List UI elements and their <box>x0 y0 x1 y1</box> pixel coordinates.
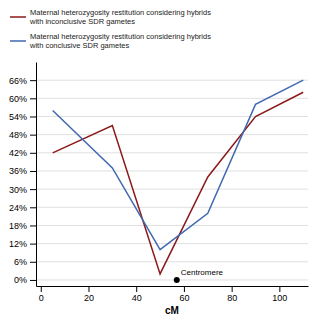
y-tick-mark <box>30 244 36 245</box>
y-tick: 0% <box>14 275 36 285</box>
grid-line <box>36 189 308 190</box>
grid-line <box>36 225 308 226</box>
x-tick-label: 100 <box>272 293 287 303</box>
y-tick: 18% <box>9 221 36 231</box>
x-tick: 0 <box>39 286 44 303</box>
legend-label: Maternal heterozygosity restitution cons… <box>29 32 211 50</box>
y-tick-label: 12% <box>9 239 27 249</box>
y-tick-mark <box>30 189 36 190</box>
y-tick-mark <box>30 153 36 154</box>
y-tick: 24% <box>9 203 36 213</box>
y-tick-label: 54% <box>9 112 27 122</box>
y-tick: 60% <box>9 94 36 104</box>
y-tick-label: 6% <box>14 257 27 267</box>
y-tick-label: 24% <box>9 203 27 213</box>
grid-line <box>36 170 308 171</box>
y-tick: 42% <box>9 148 36 158</box>
legend-label-line: Maternal heterozygosity restitution cons… <box>30 32 211 41</box>
x-tick-label: 60 <box>179 293 189 303</box>
y-tick: 30% <box>9 185 36 195</box>
y-tick-mark <box>30 225 36 226</box>
y-tick: 54% <box>9 112 36 122</box>
x-tick-mark <box>184 286 185 292</box>
x-tick: 40 <box>132 286 142 303</box>
x-tick: 60 <box>179 286 189 303</box>
x-tick-label: 0 <box>39 293 44 303</box>
x-tick: 80 <box>227 286 237 303</box>
legend-swatch <box>10 16 26 18</box>
y-tick-mark <box>30 116 36 117</box>
series-line <box>53 80 304 250</box>
x-tick-mark <box>88 286 89 292</box>
y-axis-line <box>36 63 37 287</box>
series-line <box>53 92 304 274</box>
y-tick-mark <box>30 262 36 263</box>
x-tick-mark <box>232 286 233 292</box>
grid-line <box>36 152 308 153</box>
y-tick: 48% <box>9 130 36 140</box>
y-tick-label: 30% <box>9 185 27 195</box>
grid <box>36 80 308 280</box>
x-tick-label: 80 <box>227 293 237 303</box>
legend-label-line: Maternal heterozygosity restitution cons… <box>30 8 211 17</box>
legend: Maternal heterozygosity restitution cons… <box>10 8 211 50</box>
y-tick-label: 42% <box>9 148 27 158</box>
y-tick-label: 66% <box>9 76 27 86</box>
x-axis: 0 20 40 60 80 100 <box>37 286 309 303</box>
y-tick: 12% <box>9 239 36 249</box>
marks <box>53 80 304 283</box>
x-tick-mark <box>41 286 42 292</box>
annotation-point <box>174 277 180 283</box>
y-tick-mark <box>30 280 36 281</box>
legend-label-line: with inconclusive SDR gametes <box>29 17 135 26</box>
y-tick-label: 60% <box>9 94 27 104</box>
grid-line <box>36 261 308 262</box>
y-tick-label: 0% <box>14 275 27 285</box>
x-axis-line <box>37 286 309 287</box>
x-tick-label: 20 <box>84 293 94 303</box>
y-axis: 0% 6% 12% 18% 24% 30% 36% 42% 48% 54% 60% 66% <box>9 63 37 287</box>
y-tick-label: 18% <box>9 221 27 231</box>
y-tick-label: 36% <box>9 166 27 176</box>
annotations: Centromere <box>181 268 224 277</box>
y-tick-mark <box>30 98 36 99</box>
legend-swatch <box>10 40 26 42</box>
y-tick: 6% <box>14 257 36 267</box>
grid-line <box>36 116 308 117</box>
y-tick-mark <box>30 171 36 172</box>
grid-line <box>36 207 308 208</box>
x-tick: 100 <box>272 286 287 303</box>
y-tick-label: 48% <box>9 130 27 140</box>
annotation-label: Centromere <box>181 268 224 277</box>
x-axis-title: cM <box>165 305 179 316</box>
grid-line <box>36 243 308 244</box>
x-tick-mark <box>136 286 137 292</box>
grid-line <box>36 80 308 81</box>
x-tick-mark <box>279 286 280 292</box>
y-tick-mark <box>30 207 36 208</box>
y-tick-mark <box>30 80 36 81</box>
x-tick: 20 <box>84 286 94 303</box>
y-tick-mark <box>30 135 36 136</box>
legend-item: Maternal heterozygosity restitution cons… <box>10 32 211 50</box>
legend-item: Maternal heterozygosity restitution cons… <box>10 8 211 26</box>
grid-line <box>36 279 308 280</box>
legend-label: Maternal heterozygosity restitution cons… <box>29 8 211 26</box>
chart: 0 20 40 60 80 100 0% 6% 12% 18% 24% 30% 36% 42% 48% 54%… <box>0 0 320 320</box>
y-tick: 66% <box>9 76 36 86</box>
y-tick: 36% <box>9 166 36 176</box>
legend-label-line: with conclusive SDR gametes <box>29 41 129 50</box>
plot: 0 20 40 60 80 100 0% 6% 12% 18% 24% 30% 36% 42% 48% 54%… <box>9 63 309 304</box>
x-tick-label: 40 <box>132 293 142 303</box>
